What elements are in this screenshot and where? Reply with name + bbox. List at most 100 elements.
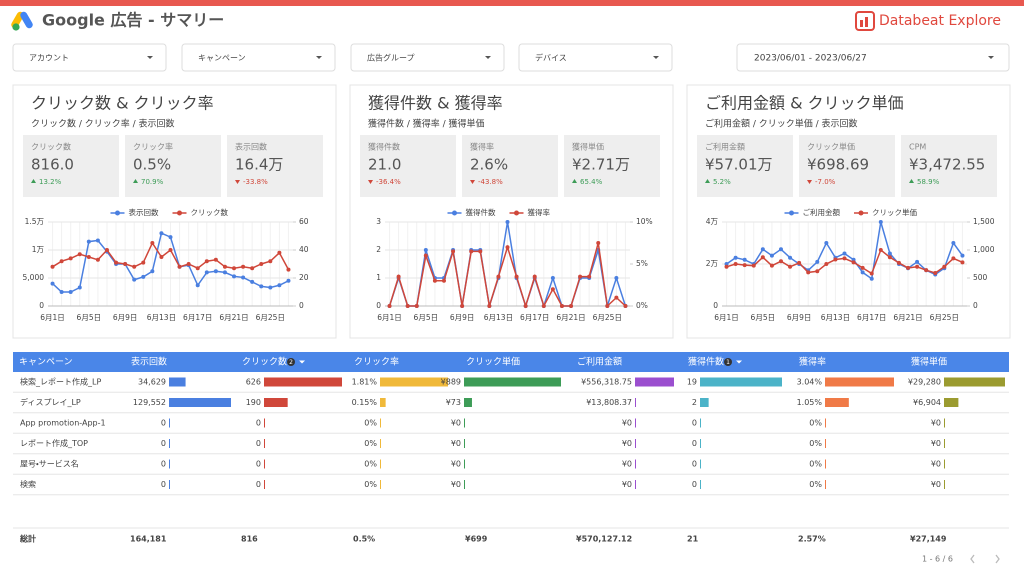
data-point (915, 264, 920, 269)
campaign-name: 検索_レポート作成_LP (20, 377, 101, 387)
total-value: 164,181 (130, 535, 167, 544)
data-point (596, 241, 601, 245)
column-header[interactable]: クリック率 (354, 357, 399, 368)
cell-value: 0 (161, 480, 166, 489)
prev-page[interactable] (970, 554, 975, 564)
data-point (569, 304, 574, 308)
data-point (724, 264, 729, 269)
legend-marker (858, 210, 864, 216)
data-point (141, 274, 146, 279)
total-label: 総計 (19, 534, 36, 544)
column-header[interactable]: 獲得単価 (911, 356, 947, 368)
kpi-card (125, 135, 221, 197)
y-tick-label: 0 (376, 301, 381, 310)
column-header[interactable]: クリック数 (242, 356, 287, 368)
data-point (387, 304, 392, 308)
panel-subtitle: ご利用金額 / クリック単価 / 表示回数 (705, 118, 858, 130)
legend-marker (452, 210, 457, 216)
data-point (68, 256, 73, 261)
total-value: 0.5% (353, 535, 375, 544)
data-point (550, 287, 555, 292)
cell-value: 0 (692, 419, 697, 428)
y2-tick-label: 40 (299, 245, 309, 254)
y-tick-label: 0 (713, 301, 718, 310)
data-point (860, 265, 865, 270)
data-point (933, 270, 938, 275)
cell-value: ¥0 (622, 480, 632, 489)
legend-marker (177, 210, 182, 216)
data-point (259, 262, 264, 266)
data-point (168, 235, 173, 240)
cell-value: ¥73 (446, 398, 461, 407)
data-point (259, 284, 264, 289)
x-tick-label: 6月17日 (183, 313, 212, 322)
y2-tick-label: 500 (973, 273, 988, 282)
next-page[interactable] (995, 554, 1000, 564)
data-point (141, 260, 146, 265)
filter-dropdown[interactable] (518, 43, 673, 72)
cell-bar (380, 398, 386, 407)
cell-value: 0 (256, 480, 261, 489)
filter-dropdown[interactable] (12, 43, 167, 72)
data-point (460, 304, 465, 308)
legend-marker (789, 210, 794, 216)
column-header[interactable]: 獲得率 (799, 356, 826, 368)
kpi-change: 5.2% (713, 178, 731, 186)
data-point (86, 255, 91, 259)
data-point (186, 262, 191, 266)
column-header[interactable]: 表示回数 (131, 356, 167, 368)
x-tick-label: 6月21日 (556, 313, 585, 322)
kpi-label: クリック数 (31, 142, 71, 152)
kpi-card (564, 135, 660, 197)
filter-label: デバイス (535, 53, 567, 63)
data-point (277, 283, 282, 288)
data-point (86, 239, 91, 244)
data-point (59, 259, 64, 264)
trend-arrow (572, 179, 577, 183)
filter-label: 広告グループ (367, 53, 415, 63)
panel-title: クリック数 & クリック率 (31, 94, 214, 113)
cell-value: ¥0 (451, 480, 461, 489)
ads-logo (11, 11, 33, 31)
kpi-value: ¥698.69 (807, 156, 869, 174)
filter-dropdown[interactable] (350, 43, 505, 72)
total-value: ¥570,127.12 (576, 535, 632, 544)
kpi-value: 21.0 (368, 156, 401, 174)
data-point (250, 279, 255, 284)
data-point (778, 259, 783, 264)
data-point (195, 283, 200, 288)
cell-bar (380, 377, 448, 387)
dropdown-caret (988, 56, 994, 59)
filter-label: キャンペーン (198, 54, 246, 63)
data-point (50, 281, 55, 286)
data-point (277, 250, 282, 255)
data-point (159, 231, 164, 236)
legend-label: 表示回数 (129, 207, 159, 217)
campaign-name: レポート作成_TOP (20, 438, 88, 448)
data-point (824, 241, 829, 245)
data-point (869, 271, 874, 276)
date-picker[interactable] (736, 43, 1010, 72)
data-point (505, 245, 510, 250)
campaign-name: App promotion-App-1 (20, 419, 106, 428)
cell-value: 0% (809, 480, 822, 489)
date-range: 2023/06/01 - 2023/06/27 (754, 54, 867, 64)
data-point (213, 269, 218, 274)
data-point (432, 278, 437, 283)
data-point (887, 251, 892, 256)
kpi-card (697, 135, 793, 197)
column-header[interactable]: ご利用金額 (577, 356, 622, 368)
filter-dropdown[interactable] (181, 43, 336, 72)
data-point (123, 262, 128, 266)
legend-marker (514, 210, 519, 216)
cell-value: 0% (364, 439, 377, 448)
data-point (204, 259, 209, 264)
sort-arrow (299, 360, 306, 364)
x-tick-label: 6月13日 (821, 313, 850, 322)
cell-value: 1.05% (797, 398, 823, 407)
cell-value: 0 (256, 439, 261, 448)
data-point (168, 248, 173, 252)
column-header[interactable]: 獲得件数 (688, 356, 724, 368)
column-header[interactable]: クリック単価 (466, 356, 520, 368)
